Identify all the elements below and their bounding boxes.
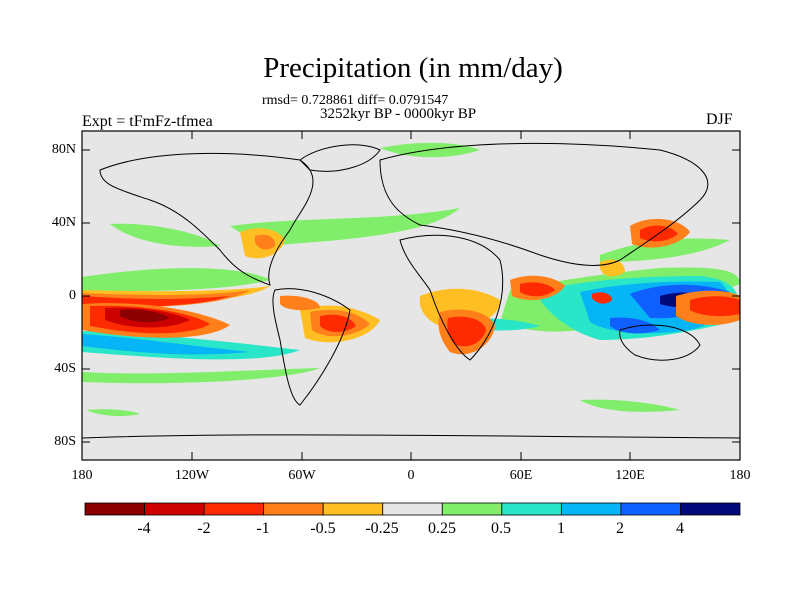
- colorbar-label: -4: [137, 520, 151, 537]
- colorbar-label: 0.25: [428, 520, 456, 537]
- colorbar-swatch: [84, 502, 145, 516]
- colorbar-label: -0.5: [310, 520, 336, 537]
- colorbar-label: -1: [256, 520, 270, 537]
- field-region: [690, 296, 740, 317]
- field-region: [580, 399, 680, 412]
- field-region: [110, 223, 220, 247]
- longitude-tick-label: 120E: [615, 468, 645, 483]
- field-region: [230, 208, 460, 246]
- field-region: [120, 309, 170, 323]
- latitude-tick-label: 80S: [54, 434, 76, 449]
- coastlines: [82, 142, 740, 439]
- field-region: [592, 292, 612, 304]
- colorbar-swatch: [501, 502, 562, 516]
- field-region: [320, 314, 356, 332]
- field-region: [447, 316, 486, 347]
- period-line: 3252kyr BP - 0000kyr BP: [320, 106, 477, 122]
- colorbar-label: 1: [557, 520, 565, 537]
- colorbar-label: -0.25: [365, 520, 399, 537]
- colorbar-label: -2: [197, 520, 211, 537]
- field-region: [600, 259, 625, 277]
- season-label: DJF: [706, 111, 733, 128]
- colorbar-swatch: [144, 502, 205, 516]
- field-region: [86, 409, 140, 417]
- longitude-tick-label: 60W: [288, 468, 316, 483]
- field-region: [255, 234, 276, 250]
- longitude-tick-label: 120W: [174, 468, 210, 483]
- field-region: [520, 282, 555, 297]
- longitude-tick-label: 60E: [509, 468, 533, 483]
- colorbar-swatch: [382, 502, 443, 516]
- axis-ticks: [81, 131, 741, 460]
- colorbar-swatch: [441, 502, 503, 516]
- map-field: [82, 131, 740, 460]
- latitude-tick-label: 0: [69, 288, 76, 303]
- colorbar-swatch: [263, 502, 324, 516]
- latitude-tick-label: 40N: [51, 215, 76, 230]
- colorbar: [84, 502, 741, 516]
- map-title: Precipitation (in mm/day): [263, 52, 563, 84]
- colorbar-swatch: [560, 502, 622, 516]
- colorbar-label: 2: [616, 520, 624, 537]
- longitude-tick-label: 180: [729, 468, 751, 483]
- colorbar-swatch: [203, 502, 265, 516]
- latitude-tick-label: 40S: [54, 361, 76, 376]
- colorbar-label: 4: [676, 520, 684, 537]
- field-region: [600, 238, 730, 262]
- experiment-label: Expt = tFmFz-tfmea: [82, 113, 213, 130]
- field-region: [280, 295, 320, 311]
- colorbar-swatch: [620, 502, 681, 516]
- field-region: [82, 334, 250, 355]
- colorbar-label: 0.5: [491, 520, 511, 537]
- field-region: [82, 268, 270, 292]
- statistics-line: rmsd= 0.728861 diff= 0.0791547: [262, 93, 449, 108]
- longitude-tick-label: 0: [407, 468, 415, 483]
- colorbar-swatch: [322, 502, 384, 516]
- colorbar-swatch: [680, 502, 741, 516]
- field-region: [82, 368, 320, 384]
- latitude-tick-label: 80N: [51, 142, 76, 157]
- longitude-tick-label: 180: [71, 468, 93, 483]
